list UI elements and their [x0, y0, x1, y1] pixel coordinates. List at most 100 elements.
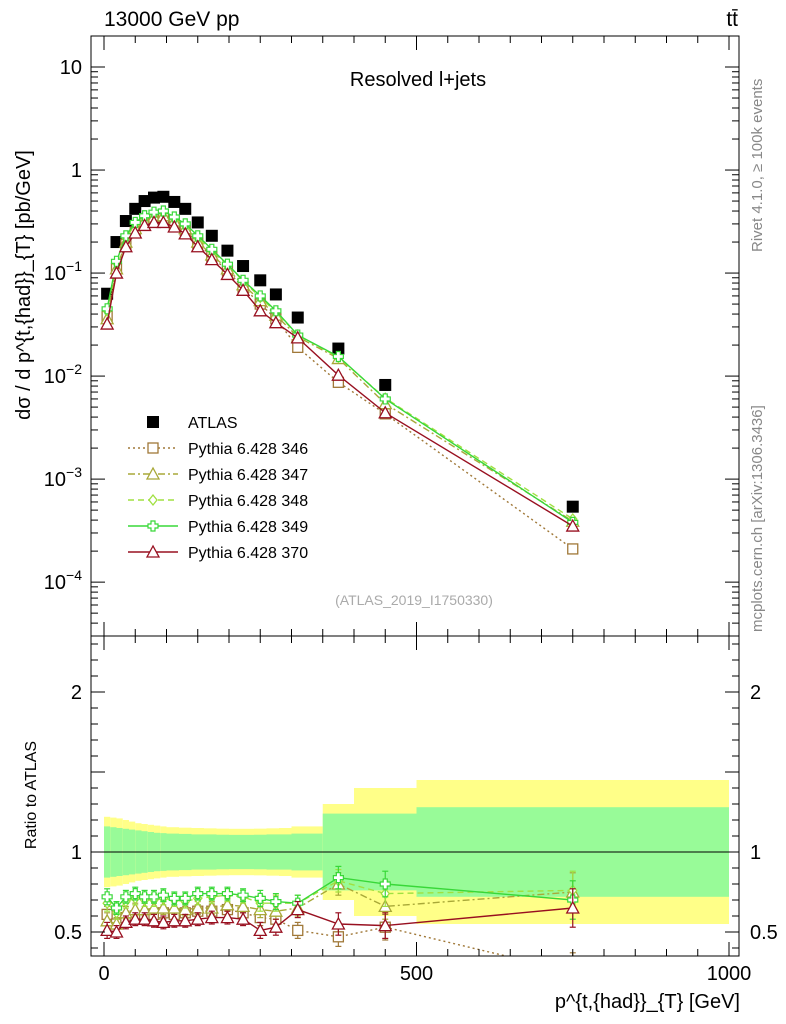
legend-marker: [147, 520, 159, 532]
ratio-data-point: [192, 888, 204, 900]
main-data-point: [190, 239, 205, 253]
main-data-point: [128, 225, 143, 239]
ratio-data-point: [237, 889, 249, 901]
tick-base: 10: [44, 469, 66, 491]
rivet-label-vertical: Rivet 4.1.0, ≥ 100k events: [749, 79, 766, 252]
ratio-data-point: [379, 878, 391, 890]
ratio-series-pythia-6-428-370: [100, 888, 580, 940]
main-data-point: [206, 243, 218, 255]
ratio-data-point: [204, 910, 219, 924]
ratio-data-point: [110, 902, 123, 914]
ratio-data-point: [139, 891, 151, 903]
ratio-data-point: [100, 923, 115, 937]
ratio-y-tick-label-left: 2: [71, 682, 82, 704]
main-y-tick-label: 10−4: [44, 567, 82, 594]
legend-label: ATLAS: [188, 415, 238, 432]
ratio-y-tick-label-left: 0.5: [54, 922, 82, 944]
legend-marker: [145, 466, 161, 480]
main-data-point: [567, 543, 579, 555]
ratio-data-point: [167, 900, 182, 914]
tick-exponent: −3: [66, 464, 82, 480]
main-data-point: [148, 191, 160, 204]
main-plot-title: Resolved l+jets: [350, 69, 486, 91]
main-data-point: [220, 267, 235, 281]
legend: ATLAS Pythia 6.428 346 Pythia 6.428 347 Pyt…: [128, 415, 308, 562]
main-data-point: [379, 378, 392, 391]
legend-marker: [145, 544, 161, 558]
ratio-data-point: [332, 872, 344, 884]
tick-exponent: −1: [66, 258, 82, 274]
ratio-data-point: [565, 900, 580, 914]
main-y-tick-label: 10−1: [44, 258, 82, 285]
legend-marker: [148, 493, 158, 507]
main-y-tick-label: 1: [71, 160, 82, 182]
main-data-point: [179, 218, 191, 230]
header-process-label: tt̄: [726, 8, 738, 31]
main-data-point: [168, 211, 180, 223]
ratio-data-point: [167, 913, 182, 927]
main-data-point: [205, 229, 218, 242]
tick-exponent: −2: [66, 361, 82, 377]
main-data-point: [139, 210, 151, 222]
main-data-point: [332, 350, 344, 363]
main-data-point: [270, 305, 282, 317]
main-data-point: [332, 342, 345, 355]
main-data-point: [292, 341, 304, 354]
ratio-data-point: [206, 888, 218, 900]
main-data-point: [179, 202, 192, 215]
ratio-data-point: [156, 900, 171, 914]
legend-label: Pythia 6.428 370: [188, 545, 308, 562]
main-data-point: [138, 195, 151, 208]
ratio-data-point: [221, 888, 234, 900]
legend-entry: ATLAS: [147, 415, 238, 432]
ratio-data-point: [235, 911, 251, 925]
ratio-data-point: [109, 924, 124, 938]
main-data-point: [254, 274, 267, 287]
main-data-point: [566, 500, 579, 513]
main-data-point: [119, 215, 132, 228]
main-series-pythia-6-428-348: [102, 206, 578, 526]
main-data-point: [129, 216, 141, 229]
ratio-data-point: [168, 892, 180, 904]
main-data-point: [565, 518, 580, 532]
main-series-pythia-6-428-370: [100, 215, 580, 532]
ratio-data-point: [137, 911, 152, 925]
main-data-point: [268, 315, 283, 329]
legend-label: Pythia 6.428 346: [188, 441, 308, 458]
tick-exponent: −4: [66, 567, 82, 583]
main-y-tick-label: 10−3: [44, 464, 82, 491]
ratio-y-tick-label-right: 0.5: [750, 922, 778, 944]
tick-base: 10: [44, 366, 66, 388]
ratio-panel: 0.5 0.5 1 1 2 2 0 500 1000 Ratio to ATLAS p^{t,{…: [23, 635, 778, 1013]
legend-entry: Pythia 6.428 370: [128, 544, 308, 562]
main-series-pythia-6-428-346: [101, 212, 579, 555]
main-data-point: [167, 219, 182, 233]
ratio-data-point: [157, 889, 169, 901]
main-data-point: [110, 236, 123, 249]
main-y-axis-label: dσ / d p^{t,{had}}_{T} [pb/GeV]: [13, 150, 35, 420]
ratio-data-point: [179, 892, 191, 904]
main-data-point: [237, 260, 250, 273]
main-data-point: [120, 230, 132, 242]
main-data-point: [178, 226, 193, 240]
main-data-point: [379, 393, 391, 405]
ratio-data-point: [146, 900, 162, 914]
ratio-data-point: [220, 897, 235, 911]
main-data-point: [157, 205, 169, 217]
legend-marker: [147, 416, 159, 428]
ratio-data-point: [178, 913, 193, 927]
ratio-y-tick-label-left: 1: [71, 842, 82, 864]
legend-entry: Pythia 6.428 347: [128, 466, 308, 484]
ratio-y-axis-label: Ratio to ATLAS: [23, 741, 40, 849]
main-data-point: [156, 215, 171, 229]
ratio-y-tick-label-right: 2: [750, 682, 761, 704]
main-y-tick-label: 10−2: [44, 361, 82, 388]
ratio-data-point: [220, 910, 235, 924]
main-data-point: [378, 405, 393, 419]
ratio-plot-frame: [90, 635, 740, 957]
legend-label: Pythia 6.428 348: [188, 493, 308, 510]
main-data-point: [168, 195, 181, 208]
ratio-data-point: [378, 918, 393, 932]
main-data-point: [235, 282, 251, 296]
